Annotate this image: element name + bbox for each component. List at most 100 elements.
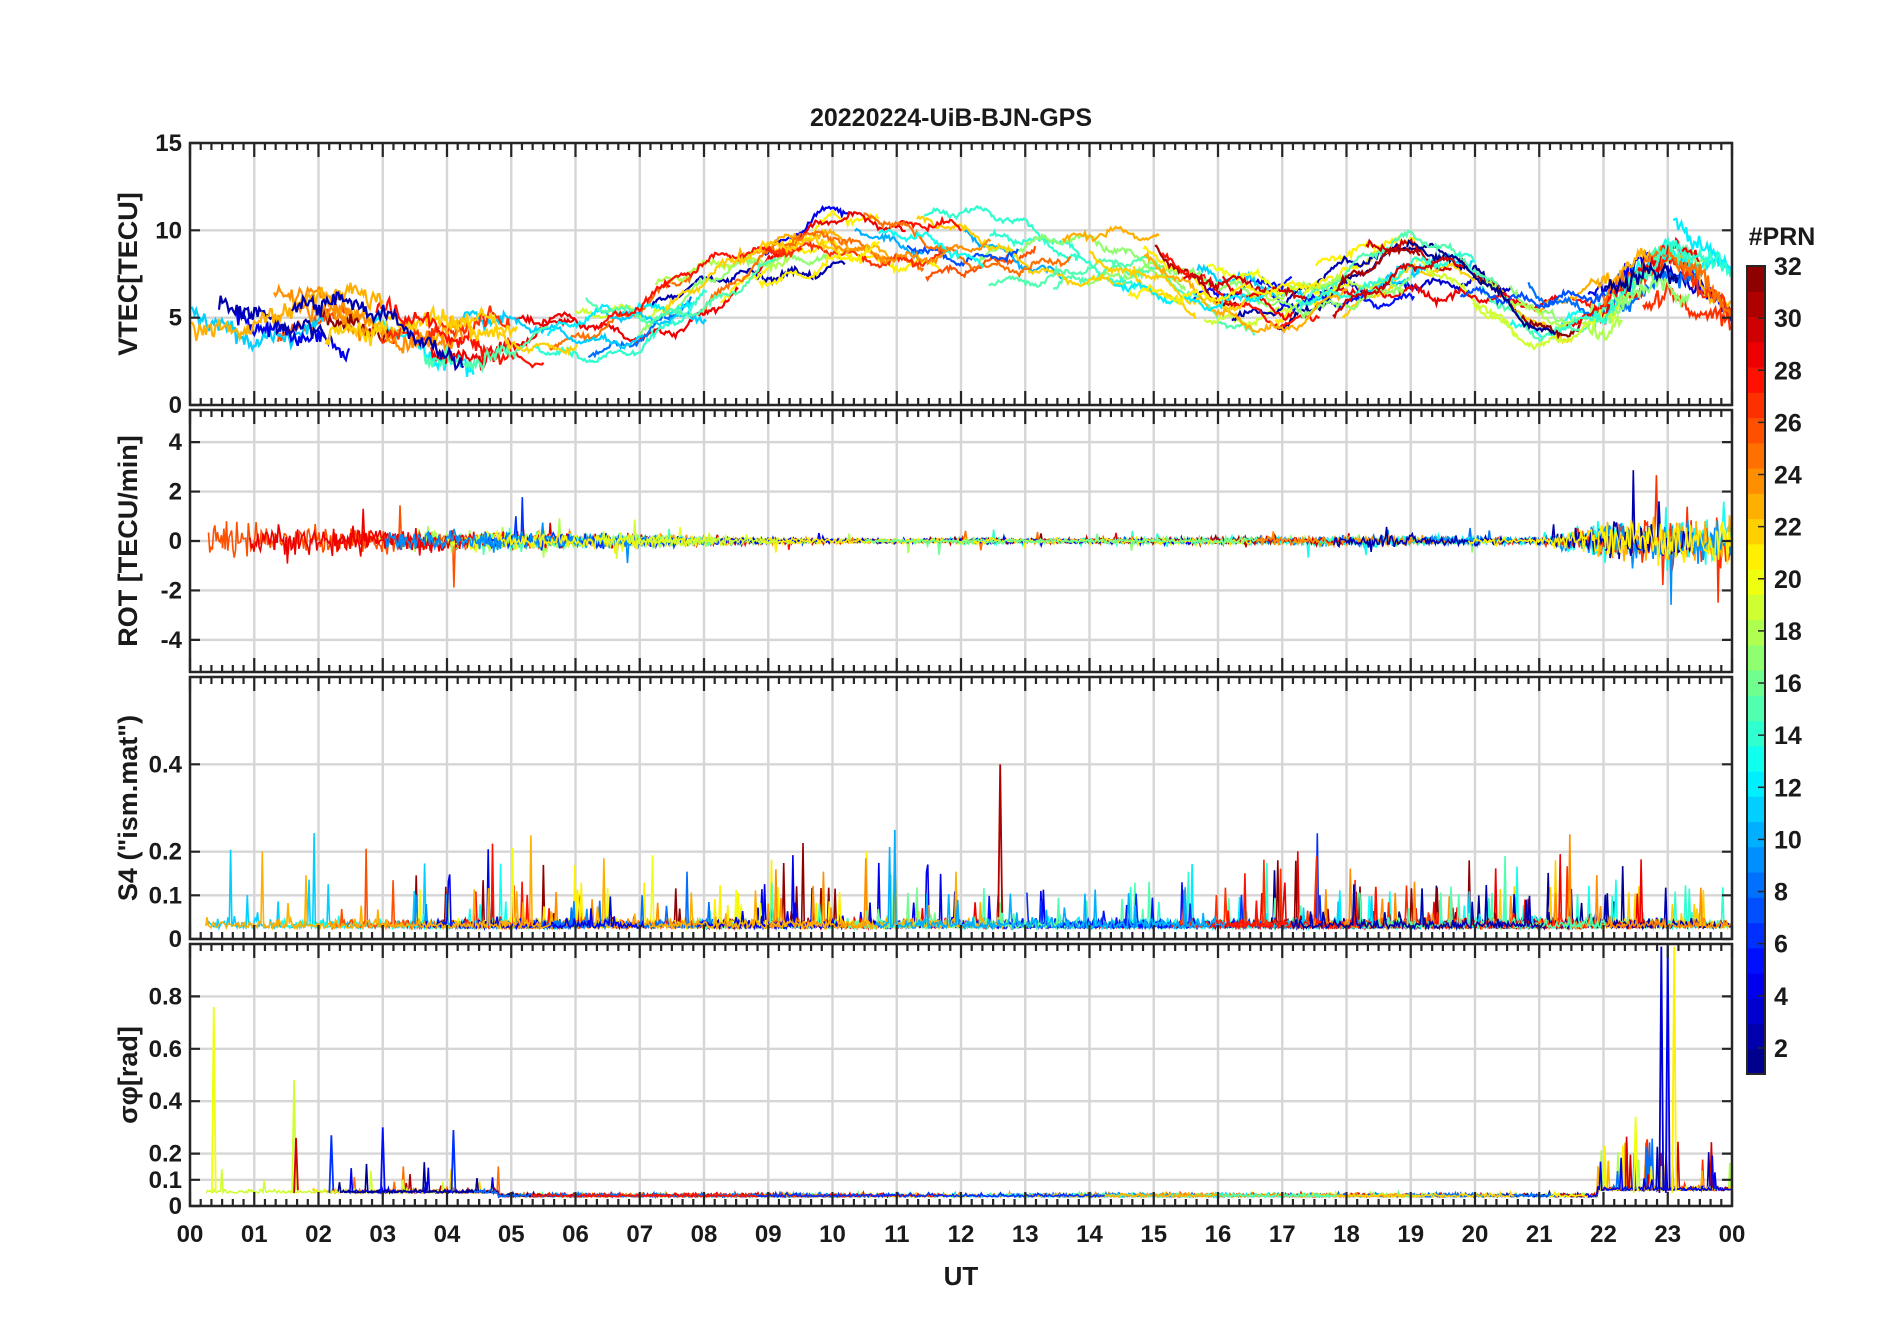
s4-trace-prn-2 [1290, 884, 1544, 931]
vtec-trace-prn-19 [1472, 273, 1640, 351]
colorbar-tick-label: 32 [1774, 253, 1802, 281]
vtec-trace-prn-14 [534, 288, 708, 364]
colorbar-band [1747, 291, 1765, 318]
vtec-trace-prn-23 [1061, 225, 1160, 244]
panel-vtec: 0 5 10 15 VTEC[TECU] [113, 130, 1734, 419]
x-tick-label: 11 [884, 1221, 909, 1248]
vtec-trace-prn-22 [1132, 265, 1263, 314]
colorbar-band [1747, 417, 1765, 444]
vtec-trace-prn-13 [878, 228, 985, 269]
x-axis-label: UT [944, 1261, 979, 1291]
panel-s4-ytick-labels: 0 0.1 0.2 0.4 [149, 751, 183, 953]
x-tick-label: 14 [1076, 1221, 1103, 1248]
panel-s4: 0 0.1 0.2 0.4 S4 ("ism.mat") [113, 675, 1734, 953]
sigma-phi-trace-prn-22 [1302, 1190, 1515, 1199]
sigma-phi-spike-prn-6 [328, 1135, 335, 1193]
panel-sigma-phi-ytick-label: 0 [169, 1193, 182, 1220]
vtec-trace-prn-7 [906, 245, 1019, 267]
x-tick-label: 07 [626, 1221, 653, 1248]
colorbar-tick-label: 18 [1774, 618, 1802, 646]
colorbar-band [1747, 897, 1765, 924]
panel-vtec-frame [188, 141, 1734, 407]
x-tick-label: 05 [498, 1221, 525, 1248]
vtec-trace-prn-18 [654, 249, 791, 286]
s4-trace-prn-10 [874, 829, 1226, 931]
x-tick-label: 06 [562, 1221, 589, 1248]
panel-sigma-phi-ytick-label: 0.1 [149, 1167, 182, 1194]
panel-vtec-ylabel: VTEC[TECU] [113, 192, 143, 356]
sigma-phi-spike-prn-6 [450, 1129, 457, 1193]
x-tick-label: 19 [1397, 1221, 1424, 1248]
panel-rot-ytick-label: -2 [161, 577, 182, 604]
colorbar-frame [1746, 265, 1766, 1075]
x-tick-label: 01 [241, 1221, 268, 1248]
vtec-trace-prn-11 [190, 305, 325, 353]
vtec-trace-prn-12 [1112, 280, 1270, 312]
sigma-phi-spike-prn-20 [210, 1006, 217, 1193]
colorbar-band [1747, 644, 1765, 671]
colorbar-band [1747, 821, 1765, 848]
colorbar-band [1747, 695, 1765, 722]
vtec-trace-prn-22 [663, 235, 840, 316]
vtec-trace-prn-21 [758, 240, 881, 290]
x-tick-label: 20 [1462, 1221, 1489, 1248]
colorbar-band [1747, 1023, 1765, 1050]
panel-rot-ylabel: ROT [TECU/min] [113, 435, 143, 646]
colorbar-band [1747, 998, 1765, 1025]
panel-s4-ytick-label: 0.2 [149, 839, 182, 866]
colorbar-band [1747, 392, 1765, 419]
panel-rot-traces [207, 470, 1733, 605]
vtec-trace-prn-28 [896, 215, 963, 234]
colorbar-band [1747, 922, 1765, 949]
vtec-trace-prn-15 [988, 255, 1150, 288]
vtec-trace-prn-24 [830, 238, 992, 266]
s4-trace-prn-8 [541, 871, 714, 930]
colorbar-band [1747, 846, 1765, 873]
panel-rot: -4 -2 0 2 4 ROT [TECU/min] [113, 408, 1734, 674]
colorbar-tick-label: 14 [1774, 722, 1802, 750]
panel-sigma-phi: 00.10.2 0.4 0.6 0.8 σφ[rad] [113, 942, 1734, 1220]
x-tick-label: 10 [819, 1221, 846, 1248]
colorbar-tick-label: 28 [1774, 357, 1802, 385]
vtec-trace-prn-22 [324, 303, 518, 347]
panel-s4-ytick-label: 0 [169, 926, 182, 953]
colorbar-band [1747, 316, 1765, 343]
colorbar-tick-label: 16 [1774, 670, 1802, 698]
x-tick-label: 13 [1012, 1221, 1039, 1248]
sigma-phi-spike-prn-5 [379, 1127, 386, 1193]
colorbar-band [1747, 947, 1765, 974]
vtec-trace-prn-22 [915, 214, 1127, 288]
panel-rot-ytick-label: 4 [169, 429, 183, 456]
vtec-trace-prn-31 [1335, 246, 1421, 293]
vtec-trace-prn-14 [988, 228, 1139, 291]
panel-sigma-phi-ytick-label: 0.2 [149, 1141, 182, 1168]
figure-title: 20220224-UiB-BJN-GPS [810, 104, 1092, 132]
colorbar-band [1747, 720, 1765, 747]
s4-trace-prn-23 [205, 835, 554, 931]
sigma-phi-spike-prn-21 [1671, 946, 1677, 1193]
colorbar-band [1747, 367, 1765, 393]
vtec-trace-prn-30 [1182, 272, 1307, 301]
vtec-trace-prn-23 [190, 282, 384, 343]
vtec-trace-prn-19 [1414, 255, 1518, 338]
colorbar-tick-label: 12 [1774, 774, 1802, 802]
colorbar-band [1747, 1048, 1765, 1075]
x-tick-label: 04 [434, 1221, 461, 1248]
colorbar-band [1747, 872, 1765, 898]
panel-vtec-ytick-label: 15 [155, 130, 182, 157]
panel-s4-frame [188, 675, 1734, 941]
colorbar-tick-label: 24 [1774, 462, 1802, 490]
x-tick-label: 15 [1140, 1221, 1167, 1248]
colorbar-band [1747, 518, 1765, 545]
vtec-trace-prn-15 [423, 325, 549, 374]
sigma-phi-spike-prn-3 [1658, 946, 1665, 1193]
x-tick-label: 21 [1526, 1221, 1553, 1248]
panel-vtec-ytick-label: 10 [155, 217, 182, 244]
colorbar-band [1747, 745, 1765, 772]
panel-sigma-phi-ytick-label: 0.6 [149, 1036, 182, 1063]
rot-trace-prn-2 [1333, 470, 1694, 560]
colorbar-tick-label: 6 [1774, 931, 1788, 959]
sigma-phi-spike-prn-20 [1632, 1116, 1639, 1193]
